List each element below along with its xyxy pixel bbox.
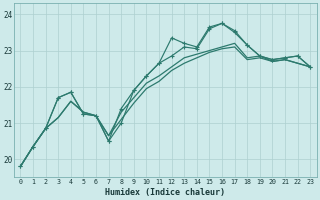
X-axis label: Humidex (Indice chaleur): Humidex (Indice chaleur) bbox=[105, 188, 225, 197]
